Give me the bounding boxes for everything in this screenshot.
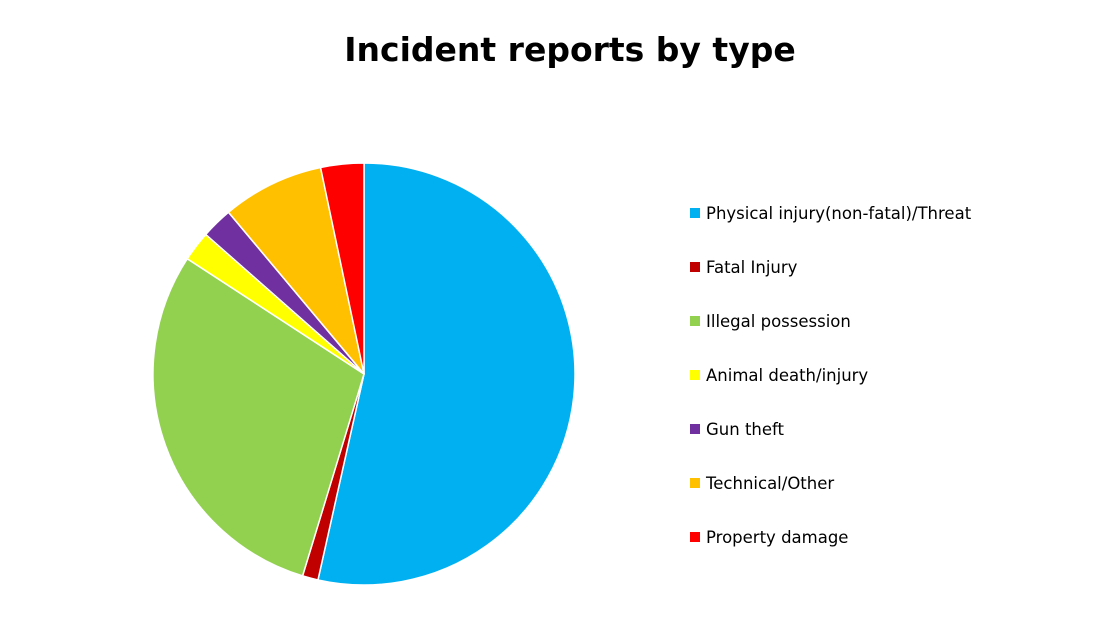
- pie-slice-property-damage: [319, 162, 365, 375]
- pie-slice-illegal-possession: [152, 257, 365, 577]
- legend-item: Property damage: [690, 524, 848, 550]
- legend-item: Animal death/injury: [690, 362, 868, 388]
- legend-label: Gun theft: [706, 419, 785, 439]
- legend-swatch: [690, 478, 700, 488]
- legend-swatch: [690, 316, 700, 326]
- legend-item: Illegal possession: [690, 308, 851, 334]
- chart-title: Incident reports by type: [344, 30, 796, 69]
- legend-item: Physical injury(non-fatal)/Threat: [690, 200, 971, 226]
- pie-slice-physical-injury-non-fatal-threat: [317, 162, 576, 586]
- legend-item: Gun theft: [690, 416, 784, 442]
- legend-swatch: [690, 208, 700, 218]
- legend-label: Physical injury(non-fatal)/Threat: [706, 203, 972, 223]
- legend-label: Property damage: [706, 527, 849, 547]
- legend-label: Illegal possession: [706, 311, 851, 331]
- legend-swatch: [690, 532, 700, 542]
- pie-slice-technical-other: [227, 166, 365, 375]
- legend-swatch: [690, 262, 700, 272]
- legend-item: Fatal Injury: [690, 254, 797, 280]
- legend-swatch: [690, 370, 700, 380]
- legend-label: Technical/Other: [706, 473, 835, 493]
- legend-label: Fatal Injury: [706, 257, 798, 277]
- legend-label: Animal death/injury: [706, 365, 869, 385]
- legend-item: Technical/Other: [690, 470, 834, 496]
- legend-swatch: [690, 424, 700, 434]
